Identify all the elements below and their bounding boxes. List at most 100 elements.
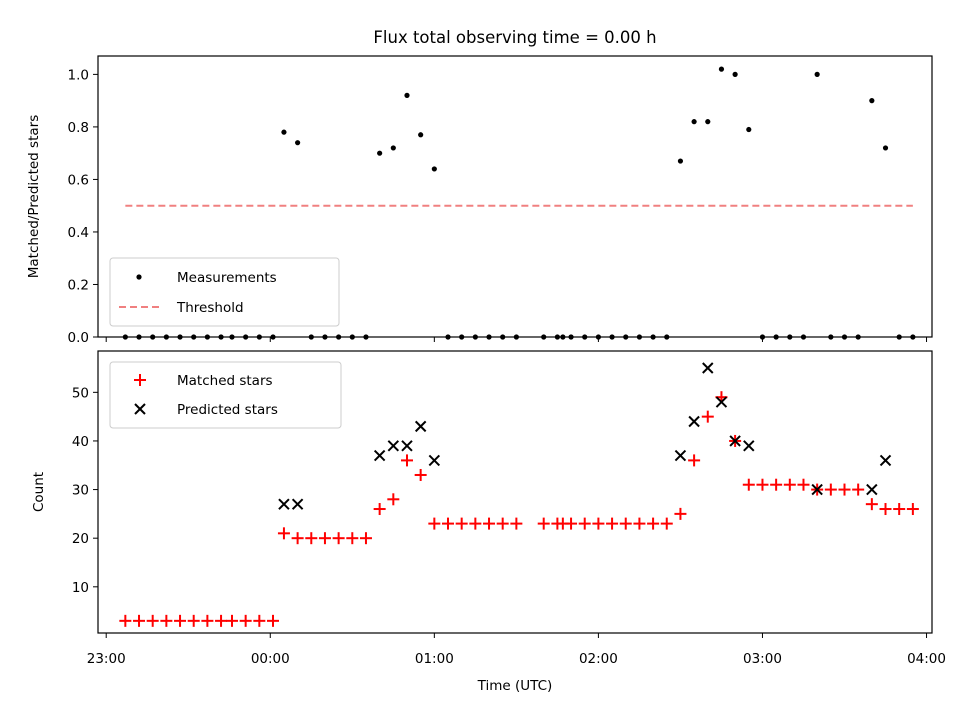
top-ytick-label: 1.0: [68, 67, 89, 83]
chart-title: Flux total observing time = 0.00 h: [373, 28, 656, 47]
matched-star-point: [455, 517, 468, 530]
matched-star-point: [906, 503, 919, 516]
top-axes-frame: [97, 55, 933, 338]
predicted-star-point: [715, 396, 728, 408]
predicted-star-point: [688, 415, 700, 428]
top-ytick-label: 0.6: [68, 172, 89, 188]
bottom-axes-frame: [97, 350, 933, 634]
predicted-star-point: [291, 498, 304, 510]
matched-star-point: [824, 483, 837, 496]
bottom-panel: 10 20 30 40 50 23:00 00:00 01:00 02:00 03:00 04:00…: [31, 350, 946, 694]
top-legend: Measurements Threshold: [109, 257, 340, 327]
measurement-point: [431, 166, 437, 172]
measurement-point: [814, 71, 820, 77]
legend-marker-predicted-stars: [134, 403, 146, 415]
bottom-xtick-label: 23:00: [87, 651, 126, 667]
bottom-ytick-label: 30: [72, 483, 89, 499]
matched-star-point: [606, 517, 619, 530]
bottom-ytick-label: 40: [72, 434, 89, 450]
matched-star-point: [742, 478, 755, 491]
matched-star-point: [428, 517, 441, 530]
predicted-star-point: [373, 449, 386, 462]
matched-star-point: [660, 517, 673, 530]
matched-star-point: [187, 614, 200, 627]
matched-star-point: [146, 614, 159, 627]
predicted-star-point: [729, 435, 741, 447]
bottom-xlabel: Time (UTC): [477, 678, 553, 694]
matched-star-point: [633, 517, 646, 530]
predicted-star-point: [401, 440, 413, 452]
measurement-point: [746, 126, 752, 133]
measurement-point: [418, 132, 424, 138]
top-ticks: 0.0 0.2 0.4 0.6 0.8 1.0: [68, 67, 928, 346]
measurement-point: [677, 158, 684, 164]
predicted-star-point: [811, 483, 823, 496]
matched-star-point: [332, 532, 345, 545]
predicted-star-point: [879, 454, 892, 467]
legend-marker-matched-stars: [134, 374, 146, 386]
matched-star-point: [770, 478, 783, 491]
matched-star-point: [160, 614, 173, 627]
predicted-star-point: [674, 449, 687, 462]
matched-star-point: [442, 517, 455, 530]
measurement-point: [718, 66, 725, 72]
matched-star-point: [578, 517, 591, 530]
top-legend-box: [109, 257, 340, 327]
matched-star-point: [414, 468, 427, 481]
matched-star-point: [215, 614, 228, 627]
matched-star-point: [119, 614, 132, 627]
bottom-xtick-label: 04:00: [907, 651, 946, 667]
legend-label-matched-stars: Matched stars: [177, 373, 273, 389]
matched-star-point: [400, 454, 413, 467]
bottom-xtick-label: 02:00: [579, 651, 618, 667]
matched-star-point: [225, 614, 238, 627]
predicted-star-point: [428, 454, 441, 467]
bottom-ytick-label: 10: [72, 580, 89, 596]
matched-star-point: [797, 478, 810, 491]
matched-star-point: [893, 503, 906, 516]
predicted-star-point: [702, 362, 714, 374]
legend-label-threshold: Threshold: [176, 300, 244, 316]
matched-star-point: [318, 532, 331, 545]
bottom-ytick-label: 20: [72, 531, 89, 547]
matched-star-point: [865, 498, 878, 511]
matched-star-point: [277, 527, 290, 540]
top-ytick-label: 0.0: [68, 330, 89, 346]
matched-star-point: [838, 483, 851, 496]
bottom-legend: Matched stars Predicted stars: [109, 361, 342, 429]
matched-star-point: [469, 517, 482, 530]
matched-star-point: [133, 614, 146, 627]
matched-star-point: [701, 410, 714, 423]
top-ytick-label: 0.2: [68, 277, 89, 293]
matched-star-point: [496, 517, 509, 530]
matched-star-point: [674, 507, 687, 520]
matched-star-point: [537, 517, 550, 530]
matched-star-point: [592, 517, 605, 530]
measurement-point: [691, 119, 697, 125]
matched-star-point: [387, 493, 400, 506]
matched-star-point: [565, 517, 578, 530]
bottom-ylabel: Count: [31, 472, 47, 512]
top-ytick-label: 0.8: [68, 120, 89, 136]
measurement-point: [390, 145, 396, 151]
measurement-point: [705, 119, 711, 125]
bottom-ytick-label: 50: [72, 385, 89, 401]
bottom-xtick-label: 00:00: [251, 651, 290, 667]
matched-star-point: [253, 614, 266, 627]
measurement-point: [377, 150, 383, 156]
top-ytick-label: 0.4: [68, 225, 89, 241]
bottom-ticks: 10 20 30 40 50 23:00 00:00 01:00 02:00 03:00 04:00: [72, 385, 946, 667]
predicted-star-point: [387, 440, 400, 452]
matched-star-point: [305, 532, 318, 545]
predicted-star-point: [743, 440, 755, 452]
measurement-point: [732, 71, 738, 77]
matched-star-point: [483, 517, 496, 530]
predicted-star-point: [866, 483, 878, 496]
matched-star-point: [201, 614, 214, 627]
measurement-point: [882, 145, 889, 151]
bottom-xtick-label: 01:00: [415, 651, 454, 667]
top-ylabel: Matched/Predicted stars: [26, 115, 42, 278]
measurement-point: [295, 140, 301, 146]
